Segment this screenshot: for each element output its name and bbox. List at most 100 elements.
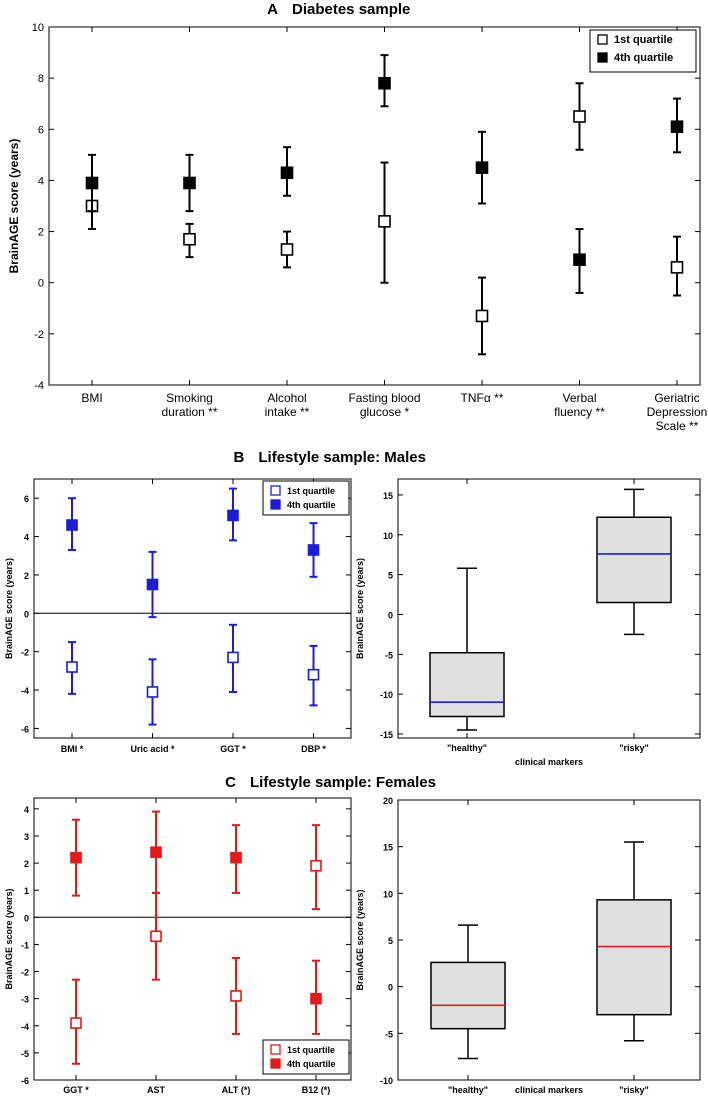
- marker-filled-square: [146, 578, 159, 591]
- series-fourth-quartile: [66, 487, 320, 619]
- y-tick-label: -5: [385, 650, 393, 660]
- marker-open-square: [378, 215, 391, 228]
- marker-open-square: [475, 309, 489, 323]
- plot-frame: [48, 26, 701, 386]
- y-axis-label: BrainAGE score (years): [355, 558, 365, 659]
- panel-title-text: Lifestyle sample: Males: [258, 449, 426, 466]
- box-1: [596, 841, 672, 1042]
- box-iqr: [429, 651, 505, 718]
- y-tick-label: 0: [24, 913, 29, 923]
- y-tick-label: 10: [383, 531, 393, 541]
- legend-open-square: [597, 34, 608, 45]
- chart-panel-C-box: -10 -5 0 5 10 15 20 BrainAGE score (years) "heal…: [355, 796, 701, 1095]
- legend-open-square: [270, 485, 281, 496]
- category-label: B12 (*): [302, 1085, 331, 1095]
- y-tick-label: 6: [24, 494, 29, 504]
- y-tick-label: -6: [21, 724, 29, 734]
- plot-frame: [33, 478, 352, 739]
- category-label: "healthy": [447, 743, 487, 753]
- marker-open-square: [70, 1017, 82, 1029]
- y-tick-label: -4: [34, 380, 44, 392]
- category-label: Smoking duration **: [161, 391, 217, 419]
- marker-open-square: [227, 651, 239, 664]
- panel-letter: B: [234, 449, 245, 466]
- y-tick-label: 10: [383, 889, 393, 899]
- y-tick-label: -6: [21, 1076, 29, 1086]
- marker-filled-square: [183, 176, 196, 190]
- series-first-quartile: [66, 623, 320, 726]
- category-label: BMI *: [61, 744, 84, 754]
- legend: 1st quartile 4th quartile: [262, 1039, 350, 1075]
- marker-filled-square: [670, 120, 684, 134]
- box-0: [430, 924, 506, 1060]
- y-tick-label: 20: [383, 796, 393, 806]
- y-tick-label: -2: [34, 329, 44, 341]
- legend-entry: 1st quartile: [287, 1045, 335, 1055]
- box-1: [596, 488, 672, 636]
- legend-filled-square: [597, 52, 608, 63]
- marker-filled-square: [378, 76, 391, 90]
- marker-open-square: [573, 110, 586, 123]
- panel-title-text: Diabetes sample: [292, 1, 410, 18]
- x-axis-label: clinical markers: [515, 757, 583, 767]
- category-label: Verbal fluency **: [554, 391, 605, 419]
- marker-filled-square: [70, 851, 82, 864]
- category-label: GGT *: [220, 744, 246, 754]
- x-axis-label: clinical markers: [515, 1085, 583, 1095]
- y-tick-label: 15: [383, 843, 393, 853]
- category-label: BMI: [81, 391, 102, 405]
- y-tick-label: -5: [21, 1049, 29, 1059]
- panel-title-text: Lifestyle sample: Females: [250, 774, 436, 791]
- y-tick-label: 0: [388, 983, 393, 993]
- series-first-quartile: [70, 824, 322, 1065]
- y-tick-label: -5: [385, 1029, 393, 1039]
- category-label: AST: [147, 1085, 166, 1095]
- box-iqr: [596, 899, 672, 1016]
- marker-open-square: [310, 859, 322, 872]
- y-tick-label: 0: [388, 610, 393, 620]
- box-0: [429, 567, 505, 731]
- y-axis-label: BrainAGE score (years): [7, 139, 21, 274]
- y-tick-label: 1: [24, 886, 29, 896]
- legend: 1st quartile 4th quartile: [262, 480, 350, 516]
- marker-filled-square: [230, 851, 242, 864]
- panel-letter: A: [267, 1, 278, 18]
- category-label: "healthy": [448, 1085, 488, 1095]
- legend-entry: 1st quartile: [287, 486, 335, 496]
- marker-filled-square: [307, 544, 320, 556]
- marker-open-square: [307, 668, 320, 681]
- category-label: "risky": [619, 743, 649, 753]
- category-label: Alcohol intake **: [265, 391, 310, 419]
- y-tick-label: -4: [21, 1022, 29, 1032]
- legend-filled-square: [270, 1058, 281, 1069]
- plot-frame: [33, 797, 352, 1081]
- marker-open-square: [670, 261, 684, 274]
- chart-panel-C: C Lifestyle sample: Females-6-5-4-3-2-101…: [4, 774, 436, 1095]
- y-tick-label: 3: [24, 832, 29, 842]
- legend-entry: 4th quartile: [614, 52, 673, 64]
- category-label: ALT (*): [222, 1085, 251, 1095]
- marker-open-square: [230, 990, 242, 1002]
- y-tick-label: 0: [24, 609, 29, 619]
- y-tick-label: 2: [38, 227, 44, 239]
- legend-filled-square: [270, 499, 281, 510]
- y-tick-label: 4: [24, 533, 29, 543]
- category-label: Geriatric Depression Scale **: [647, 391, 708, 433]
- y-tick-label: 4: [38, 175, 44, 187]
- y-tick-label: -15: [380, 730, 393, 740]
- y-tick-label: 2: [24, 571, 29, 581]
- y-tick-label: -10: [380, 690, 393, 700]
- panel-title: A Diabetes sample: [267, 1, 410, 18]
- y-axis-label: BrainAGE score (years): [355, 889, 365, 990]
- marker-open-square: [146, 686, 159, 698]
- category-label: GGT *: [63, 1085, 89, 1095]
- y-tick-label: 6: [38, 124, 44, 136]
- y-tick-label: -10: [380, 1076, 393, 1086]
- marker-filled-square: [475, 161, 489, 174]
- marker-filled-square: [150, 846, 162, 859]
- y-tick-label: 10: [32, 22, 44, 34]
- chart-panel-B: B Lifestyle sample: Males -6 -4 -2 0 2 4 6 BrainA…: [4, 449, 426, 754]
- legend-open-square: [270, 1044, 281, 1055]
- category-label: TNFα **: [461, 391, 504, 405]
- y-tick-label: -2: [21, 648, 29, 658]
